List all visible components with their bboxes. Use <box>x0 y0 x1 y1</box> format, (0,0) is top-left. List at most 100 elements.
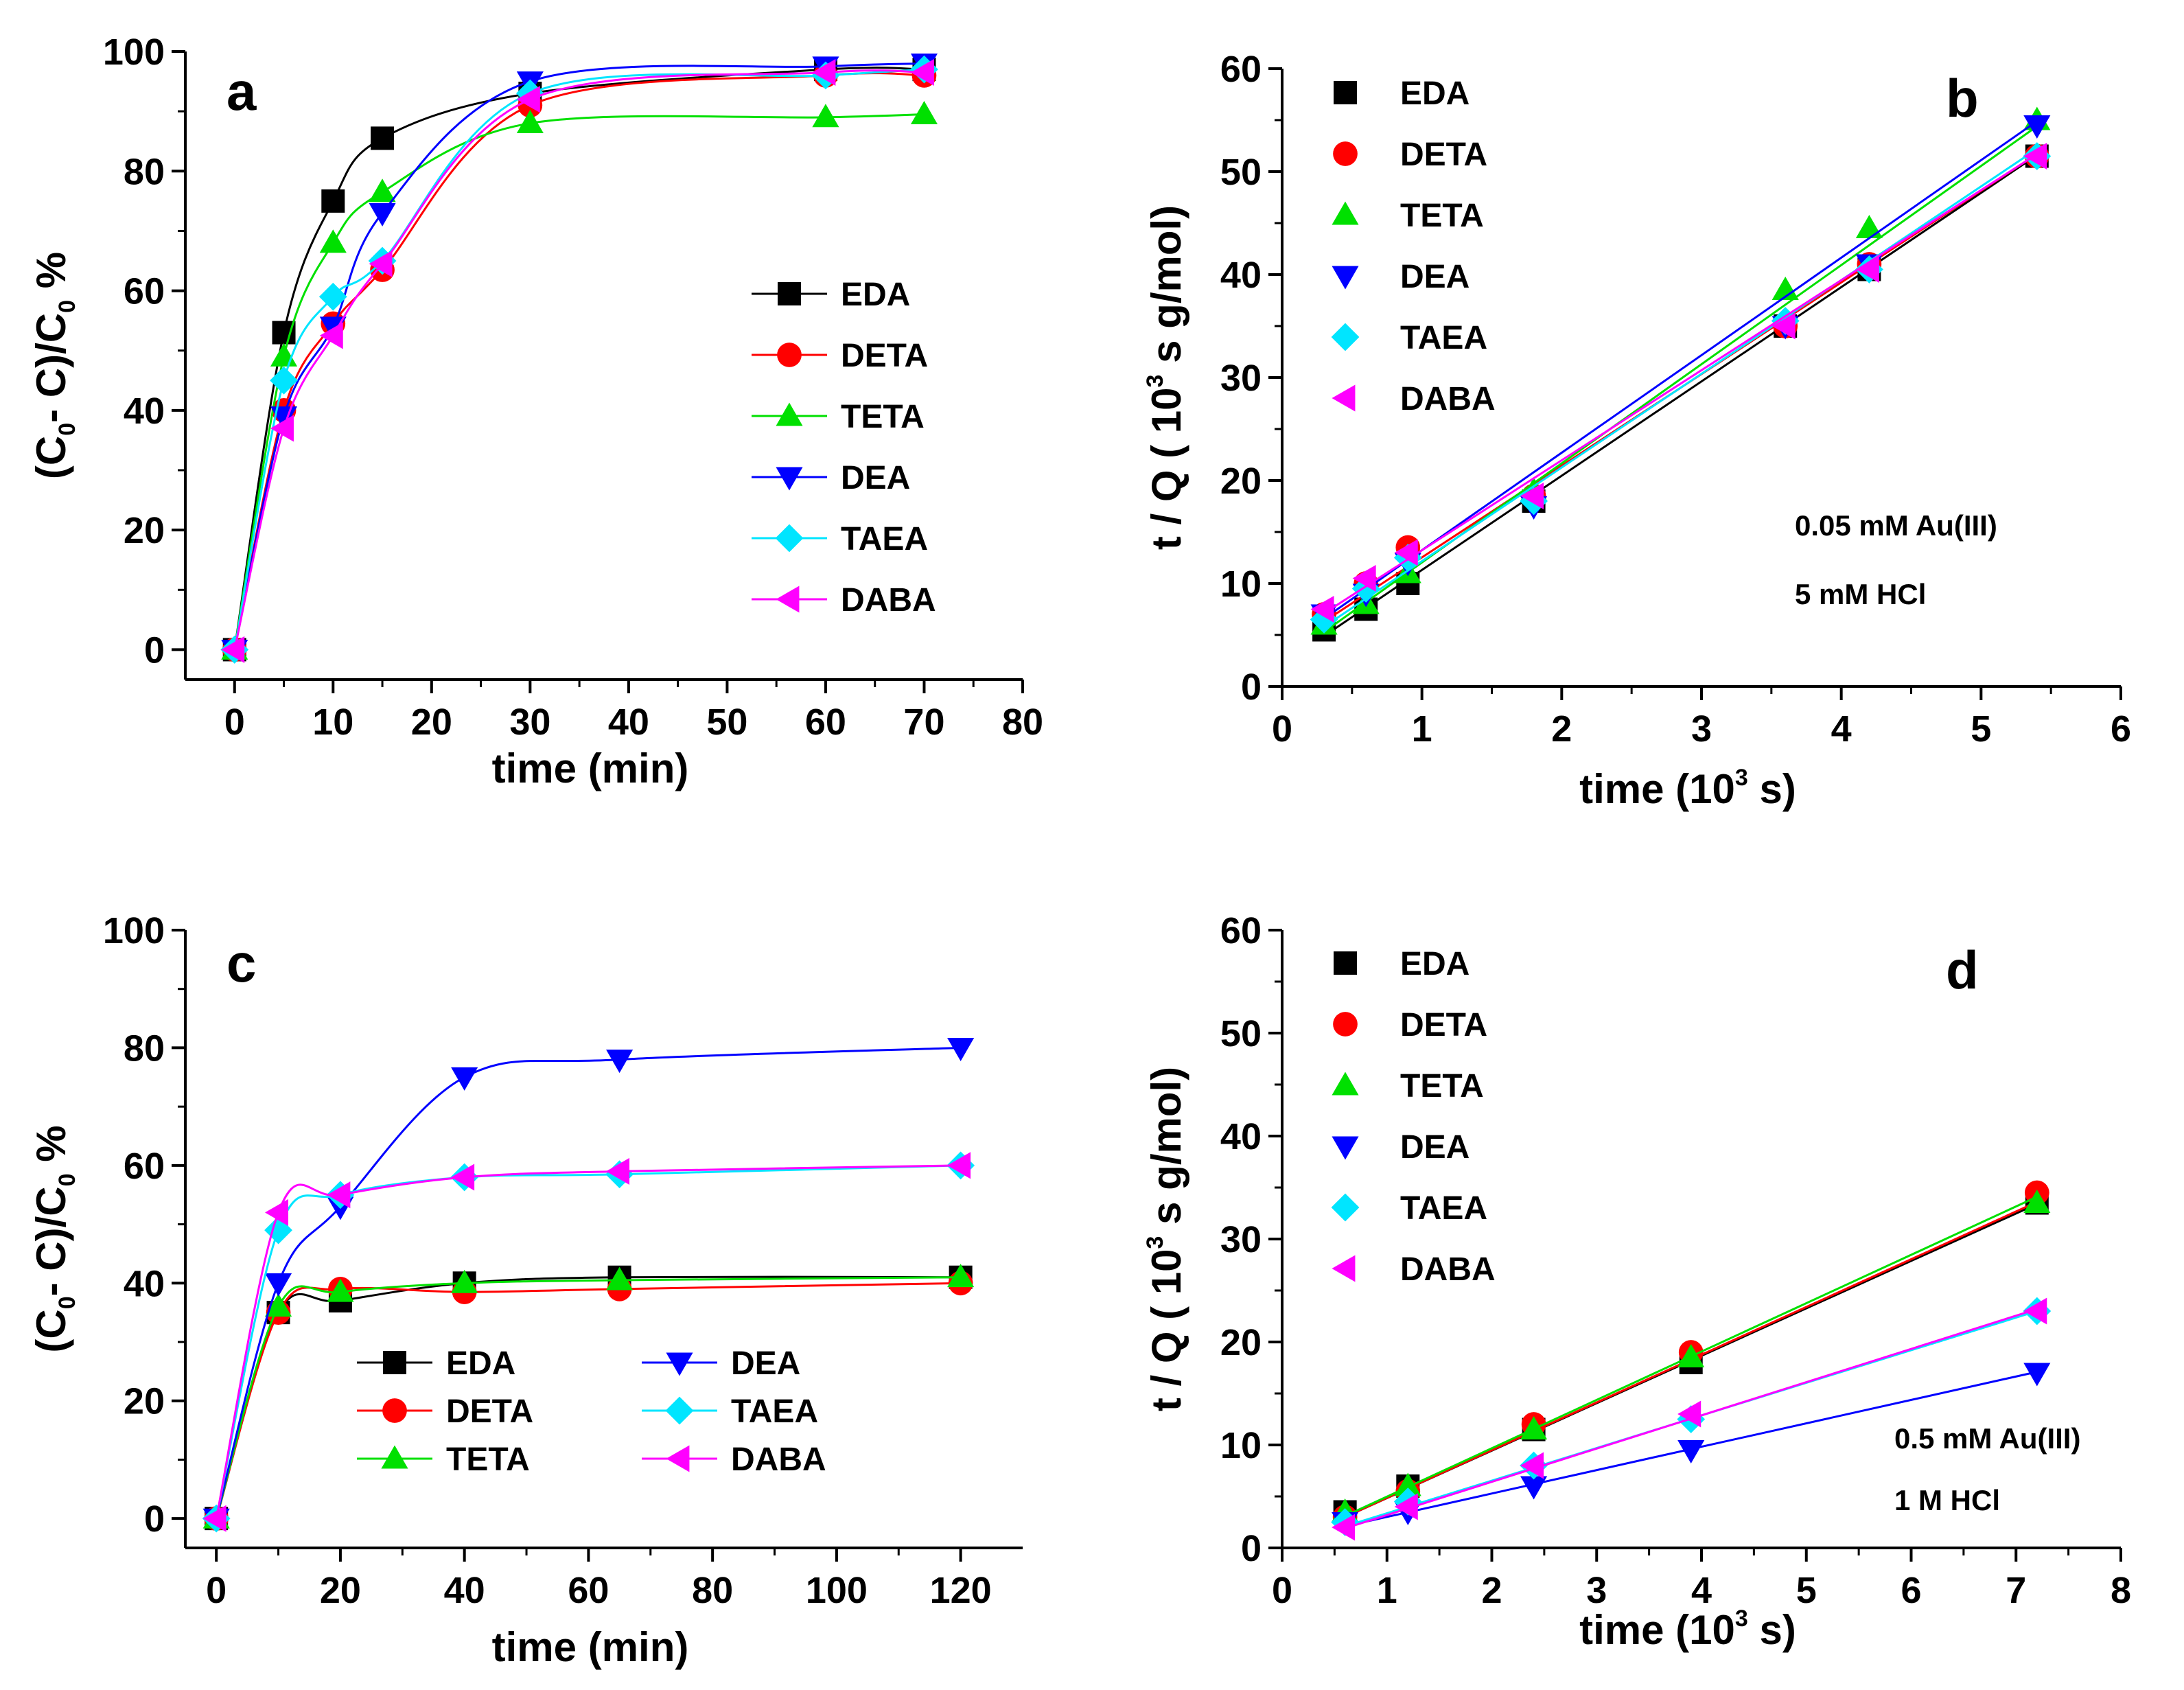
data-point <box>1520 1452 1544 1479</box>
legend-item-daba: DABA <box>752 582 936 618</box>
fit-line <box>1323 154 2038 637</box>
label-part: time (10 <box>1579 1607 1735 1653</box>
legend-marker <box>778 282 801 305</box>
data-point <box>606 1050 634 1074</box>
x-tick-label: 60 <box>805 702 846 743</box>
series-line <box>215 1046 961 1519</box>
data-point <box>265 1199 289 1226</box>
x-tick-label: 8 <box>2111 1570 2131 1611</box>
legend-label: TETA <box>841 399 925 435</box>
data-point <box>2023 115 2051 139</box>
annotation-acid: 5 mM HCl <box>1795 578 1926 610</box>
legend-item-taea: TAEA <box>752 521 928 557</box>
x-tick-label: 0 <box>1272 708 1292 750</box>
legend-marker <box>383 1351 406 1374</box>
series-line <box>233 62 925 650</box>
data-point <box>1520 1476 1548 1500</box>
legend-label: DEA <box>841 460 910 496</box>
legend-label: DETA <box>841 338 928 374</box>
legend-label: EDA <box>446 1345 515 1382</box>
label-part: s) <box>1748 766 1796 812</box>
y-tick-label: 0 <box>1241 667 1262 708</box>
legend-item-dea: DEA <box>642 1345 800 1382</box>
series-line <box>233 72 925 650</box>
y-tick-label: 30 <box>1220 358 1262 399</box>
legend-marker <box>666 1445 690 1472</box>
series-line <box>215 1276 961 1519</box>
legend-label: EDA <box>1400 946 1469 982</box>
legend-marker <box>776 402 803 426</box>
x-tick-label: 5 <box>1796 1570 1817 1611</box>
panel-label: a <box>226 61 257 121</box>
legend-label: DEA <box>731 1345 800 1382</box>
data-point <box>1677 1440 1705 1464</box>
x-tick-label: 20 <box>320 1570 361 1611</box>
x-tick-label: 3 <box>1586 1570 1607 1611</box>
annotation-acid: 1 M HCl <box>1894 1484 2000 1516</box>
label-part: 0 <box>54 1296 80 1309</box>
label-part: 3 <box>1142 375 1168 388</box>
label-part: time (10 <box>1579 766 1735 812</box>
x-tick-label: 30 <box>509 702 550 743</box>
data-point <box>947 1037 975 1061</box>
legend-label: EDA <box>1400 76 1469 112</box>
legend-marker <box>776 467 803 491</box>
x-axis-title: time (min) <box>492 745 689 791</box>
series-dea <box>221 53 938 663</box>
legend: EDA DETA TETA DEA TAEA DABA <box>752 277 936 618</box>
x-tick-label: 70 <box>903 702 944 743</box>
data-point <box>1352 564 1376 592</box>
data-point <box>1855 214 1883 238</box>
panel-label: b <box>1946 68 1979 128</box>
fit-line <box>1323 153 2038 614</box>
y-axis-title: (C0- C)/C0 % <box>28 1125 80 1352</box>
data-point <box>2023 1363 2051 1387</box>
legend-marker <box>775 524 804 553</box>
legend-item-eda: EDA <box>1334 946 1469 982</box>
legend-marker <box>1332 201 1359 225</box>
label-part: 3 <box>1735 1606 1748 1632</box>
legend-marker <box>1333 1012 1358 1037</box>
legend-marker <box>1332 1072 1359 1096</box>
legend-label: DABA <box>841 582 936 618</box>
legend-label: TETA <box>1400 1068 1484 1104</box>
y-tick-label: 80 <box>124 1028 165 1069</box>
data-point <box>451 1067 478 1091</box>
data-point <box>451 1269 478 1293</box>
y-axis-title: (C0- C)/C0 % <box>28 252 80 479</box>
data-point <box>1394 1472 1421 1496</box>
series-teta <box>221 100 938 660</box>
legend-item-teta: TETA <box>752 399 925 435</box>
x-tick-label: 6 <box>2111 708 2131 750</box>
x-tick-label: 7 <box>2006 1570 2026 1611</box>
data-point <box>1520 1415 1548 1439</box>
legend-marker <box>382 1398 407 1423</box>
label-part: t / Q ( 10 <box>1143 387 1189 550</box>
y-tick-label: 40 <box>1220 1116 1262 1157</box>
data-point <box>812 104 839 128</box>
legend-item-deta: DETA <box>357 1393 533 1430</box>
legend-label: TAEA <box>1400 320 1487 356</box>
series-daba <box>221 58 934 663</box>
legend-label: TETA <box>446 1442 530 1478</box>
legend-item-taea: TAEA <box>1331 320 1487 356</box>
series-eda <box>222 58 936 662</box>
series-line <box>215 1282 961 1519</box>
x-tick-label: 80 <box>692 1570 733 1611</box>
data-point <box>1855 255 1879 283</box>
data-point <box>369 202 396 227</box>
legend-label: DABA <box>1400 381 1496 417</box>
label-part: s) <box>1748 1607 1796 1653</box>
data-point <box>947 1264 975 1288</box>
data-point <box>2023 142 2047 170</box>
label-part: 3 <box>1142 1236 1168 1249</box>
y-tick-label: 30 <box>1220 1219 1262 1260</box>
y-tick-label: 80 <box>124 151 165 192</box>
legend-marker <box>776 586 800 613</box>
x-tick-label: 0 <box>224 702 245 743</box>
y-tick-label: 60 <box>1220 910 1262 951</box>
series-deta <box>222 63 937 662</box>
data-point <box>319 229 347 253</box>
series-eda <box>205 1265 973 1531</box>
